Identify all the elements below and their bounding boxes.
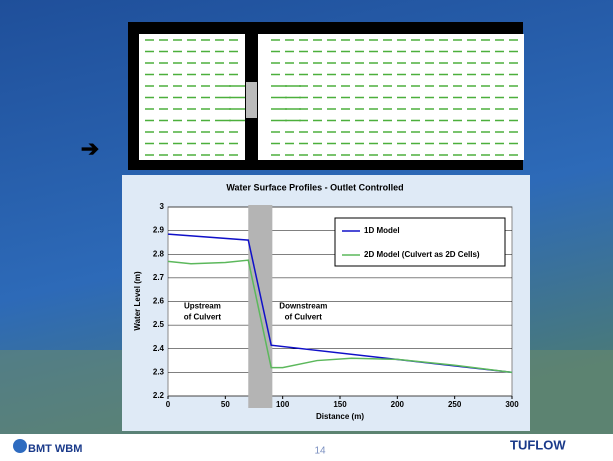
- annotation: Upstream: [184, 301, 221, 310]
- pointer-arrow: ➔: [81, 136, 99, 161]
- x-tick-label: 0: [166, 400, 171, 409]
- annotation: of Culvert: [285, 312, 323, 321]
- y-tick-label: 2.9: [153, 226, 165, 235]
- y-tick-label: 2.6: [153, 297, 165, 306]
- logo-right: TUFLOW: [510, 437, 566, 452]
- culvert-opening: [246, 82, 257, 118]
- x-tick-label: 250: [448, 400, 462, 409]
- y-tick-label: 2.2: [153, 391, 165, 400]
- page: ➔ 2.2 2.3 2.4 2.5 2.6 2.7 2.8 2.9 3 0 50 100 150 200 2…: [0, 0, 613, 461]
- y-tick-label: 2.3: [153, 367, 165, 376]
- legend-label: 1D Model: [364, 226, 400, 235]
- x-tick-label: 200: [391, 400, 405, 409]
- chart-title: Water Surface Profiles - Outlet Controll…: [226, 182, 403, 192]
- y-tick-label: 2.5: [153, 320, 165, 329]
- logo-left: BMT WBM: [28, 443, 82, 455]
- x-tick-label: 100: [276, 400, 290, 409]
- culvert-band: [248, 205, 272, 408]
- x-tick-label: 50: [221, 400, 230, 409]
- x-axis-label: Distance (m): [316, 412, 364, 421]
- logo-icon: [13, 439, 27, 453]
- x-tick-label: 300: [505, 400, 519, 409]
- x-tick-label: 150: [333, 400, 347, 409]
- y-tick-label: 3: [160, 202, 165, 211]
- annotation: Downstream: [279, 301, 327, 310]
- y-tick-label: 2.8: [153, 249, 165, 258]
- annotation: of Culvert: [184, 312, 222, 321]
- slide: ➔ 2.2 2.3 2.4 2.5 2.6 2.7 2.8 2.9 3 0 50 100 150 200 2…: [0, 0, 613, 461]
- legend-label: 2D Model (Culvert as 2D Cells): [364, 250, 480, 259]
- y-axis-label: Water Level (m): [133, 271, 142, 331]
- y-tick-label: 2.4: [153, 344, 165, 353]
- y-tick-label: 2.7: [153, 273, 165, 282]
- page-number: 14: [314, 446, 326, 457]
